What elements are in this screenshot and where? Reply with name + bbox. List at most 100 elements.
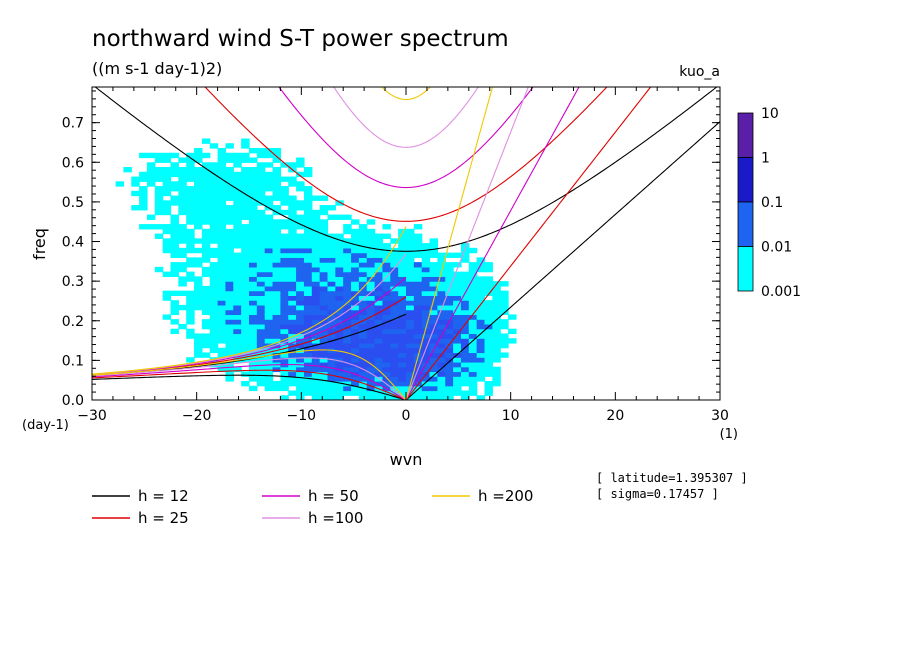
heatmap-cell [249,157,258,163]
heatmap-cell [374,380,384,387]
heatmap-cell [209,323,219,330]
heatmap-cell [280,333,289,339]
heatmap-cell [437,385,446,392]
heatmap-cell [319,243,329,249]
heatmap-cell [327,371,336,377]
heatmap-cell [413,347,423,354]
heatmap-cell [264,376,274,382]
heatmap-cell [429,243,438,249]
heatmap-cell [209,309,219,316]
heatmap-cell [186,167,195,173]
heatmap-cell [225,228,234,235]
heatmap-cell [343,314,352,320]
heatmap-cell [225,205,234,211]
heatmap-cell [233,190,242,197]
heatmap-cell [358,266,368,273]
heatmap-cell [303,171,313,178]
heatmap-cell [484,366,493,373]
heatmap-cell [256,190,266,197]
heatmap-cell [421,338,431,344]
heatmap-cell [288,338,297,344]
heatmap-cell [406,314,415,320]
heatmap-cell [225,186,234,192]
heatmap-cell [162,171,172,178]
heatmap-cell [288,328,297,335]
heatmap-cell [233,300,242,306]
heatmap-cell [256,167,266,173]
heatmap-cell [311,209,321,216]
heatmap-cell [429,238,438,244]
heatmap-cell [406,366,415,373]
heatmap-cell [131,190,140,197]
heatmap-cell [413,300,423,306]
heatmap-cell [233,209,242,216]
heatmap-cell [209,219,219,225]
heatmap-cell [358,300,368,306]
heatmap-cell [303,167,313,173]
heatmap-cell [366,309,376,316]
heatmap-cell [225,190,234,197]
heatmap-cell [280,352,289,358]
heatmap-cell [437,252,446,258]
heatmap-cell [241,314,250,320]
heatmap-cell [303,262,313,268]
heatmap-cell [217,228,227,235]
heatmap-cell [468,352,478,358]
heatmap-cell [406,252,415,258]
heatmap-cell [351,281,360,287]
heatmap-cell [288,285,297,292]
heatmap-cell [170,243,179,249]
heatmap-cell [217,295,227,301]
heatmap-cell [209,314,219,320]
heatmap-cell [296,314,305,320]
heatmap-cell [398,357,407,363]
heatmap-cell [209,209,219,216]
heatmap-cell [460,361,470,368]
heatmap-cell [311,314,321,320]
heatmap-cell [390,366,399,373]
heatmap-cell [476,295,486,301]
heatmap-cell [468,262,478,268]
heatmap-cell [358,347,368,354]
heatmap-cell [288,257,297,263]
heatmap-cell [241,157,250,163]
heatmap-cell [201,309,211,316]
heatmap-cell [303,219,313,225]
heatmap-cell [264,328,274,335]
heatmap-cell [209,167,219,173]
heatmap-cell [421,271,431,277]
heatmap-cell [319,352,329,358]
heatmap-cell [225,167,234,173]
heatmap-cell [256,380,266,387]
heatmap-cell [406,262,415,268]
heatmap-cell [374,271,384,277]
heatmap-cell [453,314,462,320]
heatmap-cell [429,323,438,330]
heatmap-cell [476,300,486,306]
heatmap-cell [256,238,266,244]
heatmap-cell [358,342,368,349]
heatmap-cell [398,338,407,344]
heatmap-cell [233,171,242,178]
heatmap-cell [351,323,360,330]
heatmap-cell [390,304,399,311]
heatmap-cell [280,247,289,254]
heatmap-cell [327,205,336,211]
heatmap-cell [421,319,431,325]
heatmap-cell [374,357,384,363]
heatmap-cell [249,361,258,368]
heatmap-cell [139,176,148,182]
heatmap-cell [398,233,407,239]
heatmap-cell [288,266,297,273]
heatmap-cell [162,314,172,320]
heatmap-cell [366,385,376,392]
heatmap-cell [256,224,266,230]
heatmap-cell [351,357,360,363]
heatmap-cell [319,376,329,382]
heatmap-cell [209,295,219,301]
heatmap-cell [264,171,274,178]
heatmap-cell [343,371,352,377]
heatmap-cell [421,300,431,306]
heatmap-cell [233,276,242,282]
plot-area [92,87,720,400]
